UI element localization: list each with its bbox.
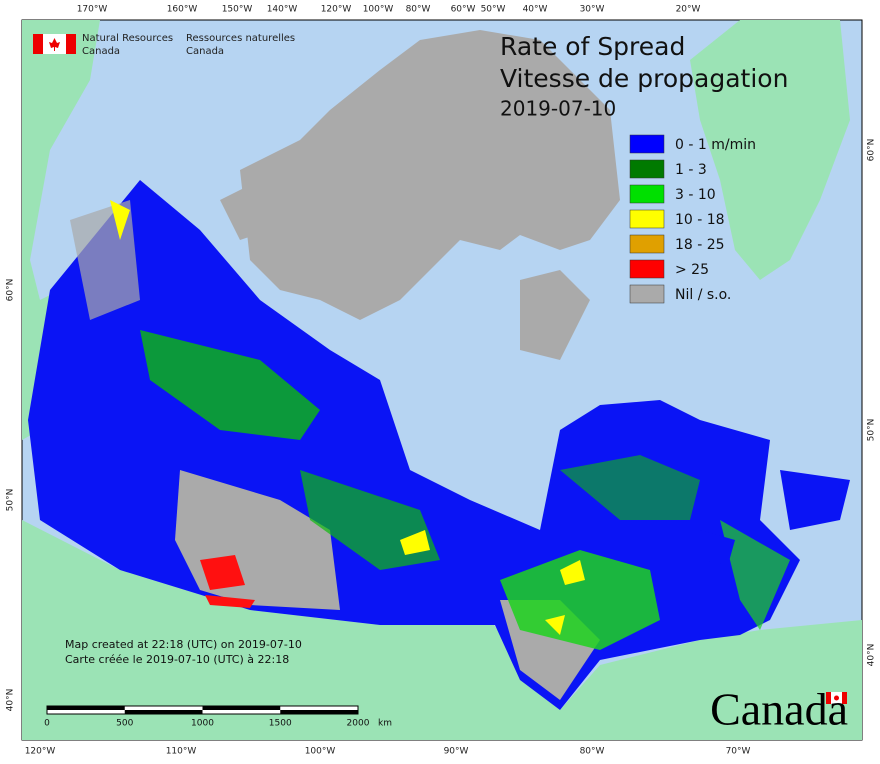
- legend-swatch: [629, 259, 665, 279]
- lon-label: 80°W: [580, 747, 605, 757]
- footer-en: Map created at 22:18 (UTC) on 2019-07-10: [65, 638, 302, 651]
- lon-label: 110°W: [166, 747, 197, 757]
- legend-label: 3 - 10: [675, 187, 716, 203]
- lon-label: 50°W: [481, 5, 506, 15]
- lon-label: 20°W: [676, 5, 701, 15]
- scale-label: 2000: [347, 719, 370, 729]
- org-fr: Ressources naturelles: [186, 33, 295, 44]
- lat-label: 40°N: [6, 689, 16, 712]
- scale-label: 1000: [191, 719, 214, 729]
- lon-label: 90°W: [444, 747, 469, 757]
- green-zone: [140, 330, 320, 440]
- red-zone: [205, 595, 255, 608]
- lon-label: 60°W: [451, 5, 476, 15]
- legend-label: 0 - 1 m/min: [675, 137, 756, 153]
- hudson-bay: [360, 320, 510, 470]
- scale-label: 1500: [269, 719, 292, 729]
- lon-label: 70°W: [726, 747, 751, 757]
- legend-swatch: [629, 234, 665, 254]
- title: Rate of Spread: [500, 32, 685, 61]
- lat-label: 60°N: [867, 139, 877, 162]
- legend-label: 18 - 25: [675, 237, 725, 253]
- graticule-labels: 170°W 160°W 150°W 140°W 120°W 100°W 80°W 60°W 50…: [6, 5, 877, 757]
- flag-bar: [826, 692, 831, 704]
- scale-bar-segment: [280, 710, 358, 714]
- title-fr: Vitesse de propagation: [500, 64, 788, 93]
- lon-label: 100°W: [363, 5, 394, 15]
- lon-label: 160°W: [167, 5, 198, 15]
- arctic-island: [220, 180, 270, 240]
- usa: [22, 520, 862, 740]
- lon-label: 40°W: [523, 5, 548, 15]
- red-zone: [200, 555, 245, 590]
- newfoundland: [780, 470, 850, 530]
- flag-leaf: [834, 695, 839, 701]
- scale-bar: 0 500 1000 1500 2000 km: [44, 705, 392, 729]
- green-zone: [500, 550, 660, 650]
- map-frame: [21, 19, 863, 741]
- lon-label: 30°W: [580, 5, 605, 15]
- legend-label: > 25: [675, 262, 709, 278]
- legend-swatch: [629, 209, 665, 229]
- date: 2019-07-10: [500, 97, 616, 121]
- legend-label: 1 - 3: [675, 162, 707, 178]
- scale-unit: km: [378, 719, 392, 729]
- arctic-islands: [240, 30, 620, 320]
- nrcan-flag: [33, 34, 76, 54]
- gulf-stlawrence-land: [700, 530, 735, 565]
- baffin: [520, 270, 590, 360]
- lon-label: 140°W: [267, 5, 298, 15]
- lon-label: 120°W: [25, 747, 56, 757]
- lat-label: 40°N: [867, 644, 877, 667]
- flag-bar: [33, 34, 43, 54]
- lon-label: 170°W: [77, 5, 108, 15]
- footer-fr: Carte créée le 2019-07-10 (UTC) à 22:18: [65, 653, 289, 666]
- org-en: Canada: [82, 46, 120, 57]
- scale-bar-segment: [124, 710, 203, 714]
- wordmark-flag: [826, 692, 847, 704]
- legend-label: Nil / s.o.: [675, 287, 731, 303]
- flag-bar: [66, 34, 76, 54]
- legend-swatch: [629, 134, 665, 154]
- org-fr: Canada: [186, 46, 224, 57]
- yellow-zone: [545, 615, 565, 635]
- legend-swatch: [629, 159, 665, 179]
- scale-bar-segment: [202, 706, 281, 710]
- lon-label: 150°W: [222, 5, 253, 15]
- flag-bar: [842, 692, 847, 704]
- greenland: [690, 20, 850, 280]
- yellow-zone: [400, 530, 430, 555]
- legend-swatch: [629, 184, 665, 204]
- wordmark: Canada: [710, 684, 848, 735]
- lon-label: 120°W: [321, 5, 352, 15]
- yellow-zone: [110, 200, 130, 240]
- org-en: Natural Resources: [82, 33, 173, 44]
- lon-label: 80°W: [406, 5, 431, 15]
- scale-label: 500: [116, 719, 133, 729]
- lat-label: 50°N: [867, 419, 877, 442]
- green-zone: [560, 455, 700, 520]
- scale-bar-segment: [47, 706, 125, 710]
- lat-label: 50°N: [6, 489, 16, 512]
- lat-label: 60°N: [6, 279, 16, 302]
- green-zone: [720, 520, 790, 630]
- legend: 0 - 1 m/min 1 - 3 3 - 10 10 - 18 18 - 25 > 25…: [629, 134, 756, 304]
- legend-label: 10 - 18: [675, 212, 725, 228]
- legend-swatch: [629, 284, 665, 304]
- scale-label: 0: [44, 719, 50, 729]
- yellow-zone: [560, 560, 585, 585]
- lon-label: 100°W: [305, 747, 336, 757]
- flag-leaf: [49, 38, 60, 51]
